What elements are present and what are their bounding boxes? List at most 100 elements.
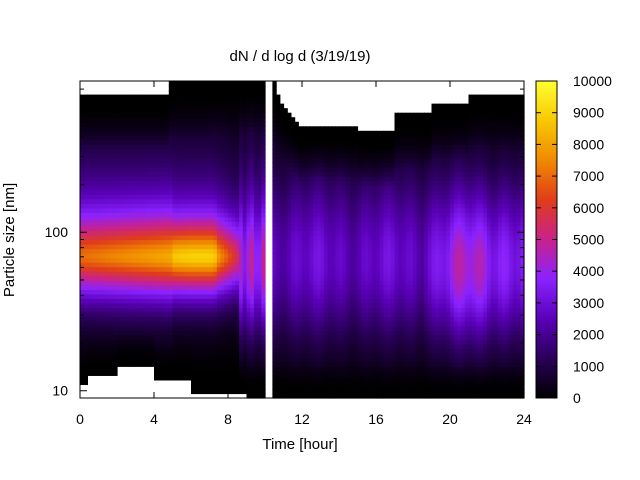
heatmap-cell: [120, 343, 125, 349]
heatmap-cell: [187, 230, 192, 236]
heatmap-cell: [139, 253, 144, 259]
heatmap-cell: [165, 366, 170, 372]
heatmap-cell: [368, 257, 373, 263]
heatmap-cell: [83, 348, 88, 354]
heatmap-cell: [220, 139, 225, 145]
heatmap-cell: [202, 221, 207, 227]
heatmap-cell: [339, 185, 344, 191]
heatmap-cell: [272, 325, 277, 331]
heatmap-cell: [209, 176, 214, 182]
heatmap-cell: [83, 176, 88, 182]
heatmap-cell: [142, 280, 148, 286]
heatmap-cell: [191, 189, 196, 195]
heatmap-cell: [87, 189, 92, 195]
heatmap-cell: [261, 302, 266, 309]
heatmap-cell: [220, 366, 225, 372]
heatmap-cell: [353, 248, 359, 254]
heatmap-cell: [235, 85, 240, 91]
heatmap-cell: [279, 298, 285, 304]
heatmap-cell: [224, 148, 229, 155]
heatmap-cell: [324, 330, 329, 336]
heatmap-cell: [287, 321, 292, 327]
heatmap-cell: [287, 139, 292, 145]
heatmap-cell: [279, 103, 285, 109]
heatmap-cell: [205, 379, 211, 386]
heatmap-cell: [202, 176, 207, 182]
heatmap-cell: [142, 361, 148, 367]
heatmap-cell: [368, 311, 373, 318]
heatmap-cell: [327, 289, 333, 295]
heatmap-cell: [353, 357, 359, 363]
heatmap-cell: [364, 334, 370, 340]
heatmap-cell: [168, 148, 174, 155]
heatmap-cell: [80, 103, 85, 109]
heatmap-cell: [83, 311, 88, 318]
heatmap-cell: [250, 379, 255, 386]
heatmap-cell: [165, 135, 170, 141]
heatmap-cell: [202, 339, 207, 345]
heatmap-cell: [102, 307, 107, 313]
heatmap-cell: [335, 212, 340, 218]
heatmap-cell: [242, 207, 248, 213]
heatmap-cell: [305, 167, 310, 173]
heatmap-cell: [131, 280, 137, 286]
heatmap-cell: [187, 85, 192, 91]
heatmap-cell: [80, 112, 85, 118]
heatmap-cell: [120, 257, 125, 263]
heatmap-cell: [372, 253, 377, 259]
heatmap-cell: [83, 117, 88, 123]
heatmap-cell: [213, 339, 218, 345]
heatmap-cell: [302, 185, 307, 191]
heatmap-cell: [157, 343, 162, 349]
heatmap-cell: [342, 280, 347, 286]
heatmap-cell: [342, 321, 347, 327]
heatmap-cell: [368, 375, 373, 381]
heatmap-cell: [142, 212, 148, 218]
heatmap-cell: [117, 171, 122, 177]
heatmap-cell: [253, 144, 259, 150]
heatmap-cell: [124, 126, 129, 132]
heatmap-cell: [335, 321, 340, 327]
heatmap-cell: [331, 203, 336, 209]
heatmap-cell: [231, 257, 236, 263]
heatmap-cell: [246, 144, 251, 150]
heatmap-cell: [194, 212, 199, 218]
heatmap-cell: [117, 307, 122, 313]
heatmap-cell: [320, 126, 325, 132]
heatmap-cell: [364, 293, 370, 299]
heatmap-cell: [98, 248, 103, 254]
heatmap-cell: [191, 85, 196, 91]
heatmap-cell: [239, 153, 244, 159]
heatmap-cell: [353, 361, 359, 367]
heatmap-cell: [94, 108, 100, 114]
heatmap-cell: [87, 176, 92, 182]
heatmap-cell: [157, 103, 162, 109]
heatmap-cell: [154, 135, 159, 141]
heatmap-cell: [368, 352, 373, 358]
heatmap-cell: [135, 157, 140, 164]
heatmap-cell: [331, 189, 336, 195]
heatmap-cell: [209, 121, 214, 127]
heatmap-cell: [94, 321, 100, 327]
heatmap-cell: [98, 298, 103, 304]
heatmap-cell: [279, 234, 285, 241]
heatmap-cell: [87, 103, 92, 109]
heatmap-cell: [353, 289, 359, 295]
heatmap-cell: [172, 180, 177, 186]
heatmap-cell: [239, 284, 244, 290]
heatmap-cell: [102, 244, 107, 250]
heatmap-cell: [172, 244, 177, 250]
heatmap-cell: [154, 330, 159, 336]
heatmap-cell: [235, 216, 240, 222]
heatmap-cell: [357, 225, 362, 232]
heatmap-cell: [172, 225, 177, 232]
heatmap-cell: [168, 339, 174, 345]
heatmap-cell: [157, 293, 162, 299]
heatmap-cell: [209, 99, 214, 105]
heatmap-cell: [198, 198, 203, 204]
heatmap-cell: [102, 289, 107, 295]
heatmap-cell: [157, 311, 162, 318]
heatmap-cell: [202, 325, 207, 331]
heatmap-cell: [183, 157, 188, 164]
heatmap-cell: [172, 348, 177, 354]
